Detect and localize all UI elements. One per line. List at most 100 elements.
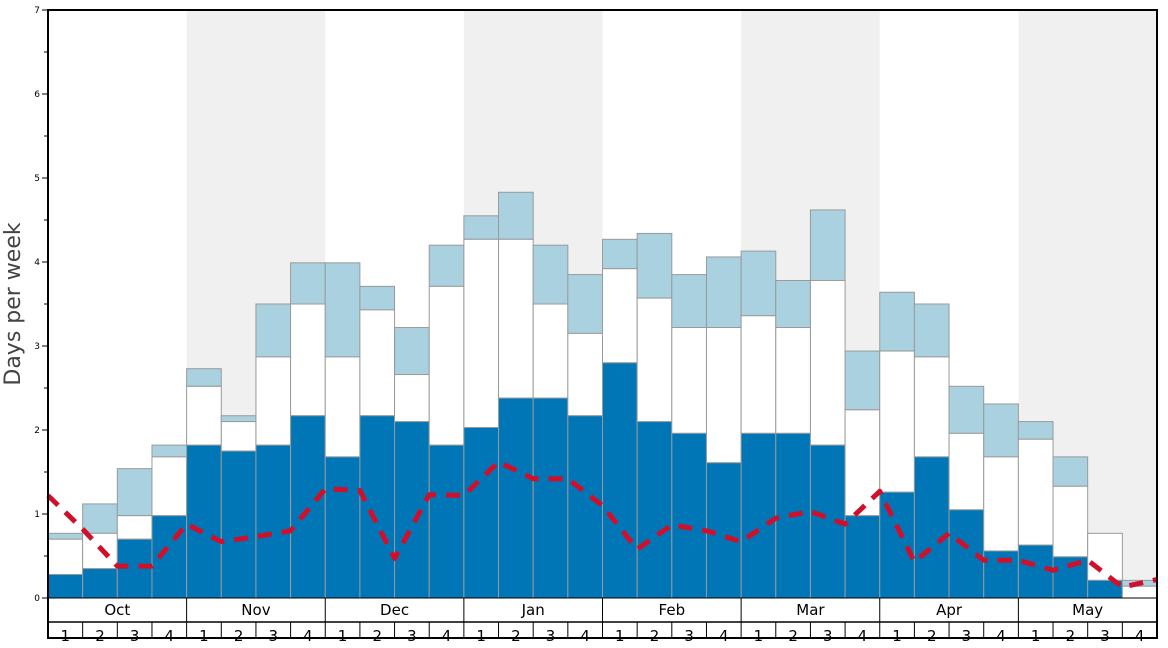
bar-middle-24 [879, 350, 915, 493]
bar-dark-25 [913, 456, 950, 599]
bar-dark-1 [82, 568, 118, 599]
y-axis: 0 1 2 3 4 5 6 7 [34, 6, 48, 604]
bar-middle-25 [913, 356, 950, 458]
bar-dark-28 [1017, 544, 1054, 599]
bar-light-24 [879, 291, 915, 352]
bar-dark-8 [324, 456, 361, 599]
week-label: 3 [684, 627, 694, 645]
bar-light-23 [844, 350, 881, 411]
week-label: 2 [372, 627, 382, 645]
bar-light-13 [498, 191, 534, 240]
week-label: 4 [165, 627, 175, 645]
y-tick-label: 2 [34, 426, 40, 436]
bar-dark-6 [255, 444, 292, 599]
bar-middle-12 [463, 238, 500, 428]
bar-dark-24 [879, 491, 915, 599]
week-label: 2 [927, 627, 937, 645]
week-label: 1 [1031, 627, 1041, 645]
bar-light-20 [740, 250, 777, 317]
bar-light-17 [636, 232, 673, 299]
bar-middle-21 [775, 327, 811, 434]
week-label: 1 [754, 627, 764, 645]
bar-middle-2 [116, 515, 153, 540]
y-tick-label: 0 [34, 594, 40, 604]
bar-middle-11 [428, 285, 465, 446]
bar-dark-10 [394, 421, 430, 599]
week-label: 2 [650, 627, 660, 645]
week-label: 4 [580, 627, 590, 645]
week-label: 2 [511, 627, 521, 645]
week-label: 3 [962, 627, 972, 645]
bar-middle-20 [740, 315, 777, 434]
month-label-jan: Jan [521, 601, 545, 619]
bar-light-6 [255, 303, 292, 358]
bar-light-14 [532, 244, 569, 305]
bar-middle-31 [1121, 585, 1158, 599]
week-label: 3 [546, 627, 556, 645]
bar-middle-7 [290, 303, 326, 417]
bar-middle-22 [809, 279, 846, 446]
bar-light-27 [983, 403, 1019, 458]
bar-light-0 [47, 532, 84, 540]
y-tick-label: 6 [34, 90, 40, 100]
bar-middle-4 [186, 385, 222, 446]
bar-dark-11 [428, 444, 465, 599]
bar-middle-27 [983, 456, 1019, 552]
bar-light-18 [671, 274, 707, 329]
bar-light-19 [705, 256, 742, 329]
bars [47, 191, 1158, 599]
bar-middle-30 [1087, 532, 1123, 581]
bar-middle-15 [567, 332, 603, 417]
week-label: 1 [338, 627, 348, 645]
bar-light-3 [151, 444, 188, 458]
bar-dark-9 [359, 415, 396, 599]
bar-light-12 [463, 215, 500, 240]
y-tick-label: 3 [34, 342, 40, 352]
bar-light-22 [809, 209, 846, 281]
bar-middle-6 [255, 356, 292, 446]
bar-middle-23 [844, 409, 881, 517]
bar-dark-5 [220, 450, 257, 599]
month-label-feb: Feb [659, 601, 686, 619]
bar-light-5 [220, 415, 257, 423]
bar-dark-7 [290, 415, 326, 599]
week-label: 1 [615, 627, 625, 645]
week-label: 2 [234, 627, 244, 645]
bar-dark-4 [186, 444, 222, 599]
week-label: 3 [823, 627, 833, 645]
week-label: 1 [199, 627, 209, 645]
bar-light-2 [116, 468, 153, 517]
bar-light-1 [82, 503, 118, 534]
week-label: 1 [61, 627, 71, 645]
week-label: 3 [268, 627, 278, 645]
bar-light-7 [290, 262, 326, 305]
y-tick-label: 7 [34, 6, 40, 16]
bar-light-28 [1017, 421, 1054, 440]
month-label-nov: Nov [241, 601, 270, 619]
bar-dark-20 [740, 432, 777, 599]
bar-middle-14 [532, 303, 569, 399]
bar-dark-12 [463, 426, 500, 599]
month-label-mar: Mar [796, 601, 825, 619]
bar-dark-0 [47, 573, 84, 599]
bar-middle-29 [1052, 485, 1089, 558]
week-label: 4 [858, 627, 868, 645]
bar-light-8 [324, 262, 361, 358]
week-label: 2 [95, 627, 105, 645]
bar-light-25 [913, 303, 950, 358]
week-label: 3 [1100, 627, 1110, 645]
week-label: 4 [1135, 627, 1145, 645]
bar-middle-26 [948, 432, 985, 511]
week-label: 4 [719, 627, 729, 645]
month-label-may: May [1072, 601, 1103, 619]
week-label: 4 [996, 627, 1006, 645]
bar-dark-15 [567, 415, 603, 599]
bar-dark-18 [671, 432, 707, 599]
bar-light-10 [394, 327, 430, 376]
bar-middle-28 [1017, 438, 1054, 546]
bar-light-11 [428, 244, 465, 287]
month-label-oct: Oct [104, 601, 130, 619]
week-label: 3 [407, 627, 417, 645]
bar-middle-8 [324, 356, 361, 458]
